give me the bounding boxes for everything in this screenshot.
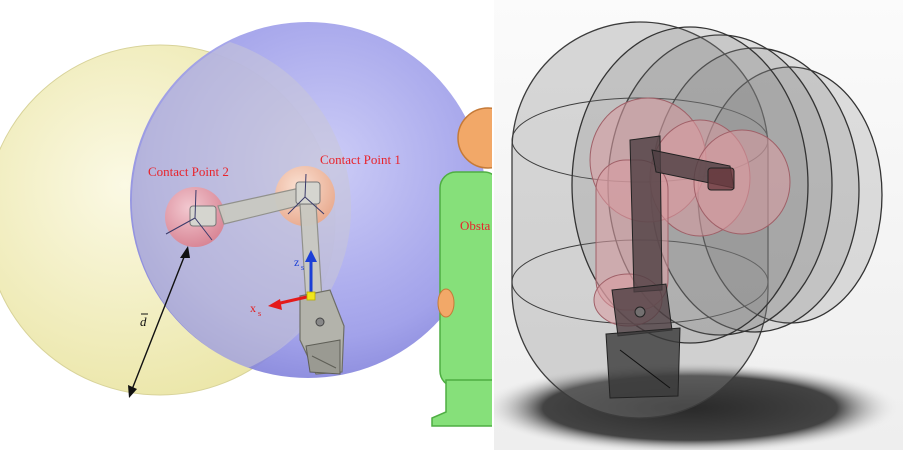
obstacle-hand [437,288,455,318]
panel-divider [492,0,494,450]
x-axis-subscript: s [258,309,261,318]
arm-joint-1 [295,181,321,205]
z-axis-arrowhead [305,250,317,262]
x-axis-label: x [250,301,256,315]
obstacle-torso [439,171,492,388]
x-axis-arrow [275,294,312,306]
frame-axes-contact-2 [165,189,213,241]
arm-base-bolt [315,317,325,327]
distance-arrow: d [128,246,190,398]
obstacle-legs [431,379,492,427]
right-panel [494,0,903,450]
z-axis-subscript: s [301,263,304,272]
base-coordinate-frame: z s x s [250,250,317,318]
distance-label: d [140,314,147,329]
frame-origin [306,291,316,301]
floor-shadow [494,362,900,450]
left-panel: Obsta [0,22,492,427]
obstacle-person: Obsta [431,107,492,427]
contact-point-1-label: Contact Point 1 [320,152,401,167]
frame-axes-contact-1 [287,173,325,215]
robot-arm-right [605,135,735,399]
z-axis-label: z [294,255,299,269]
contact-point-2-label: Contact Point 2 [148,164,229,179]
x-axis-arrowhead [268,299,282,310]
obstacle-head [457,107,492,169]
arm-joint-2 [189,205,217,227]
arm-base-bracket [305,339,341,375]
obstacle-label: Obsta [460,218,491,233]
